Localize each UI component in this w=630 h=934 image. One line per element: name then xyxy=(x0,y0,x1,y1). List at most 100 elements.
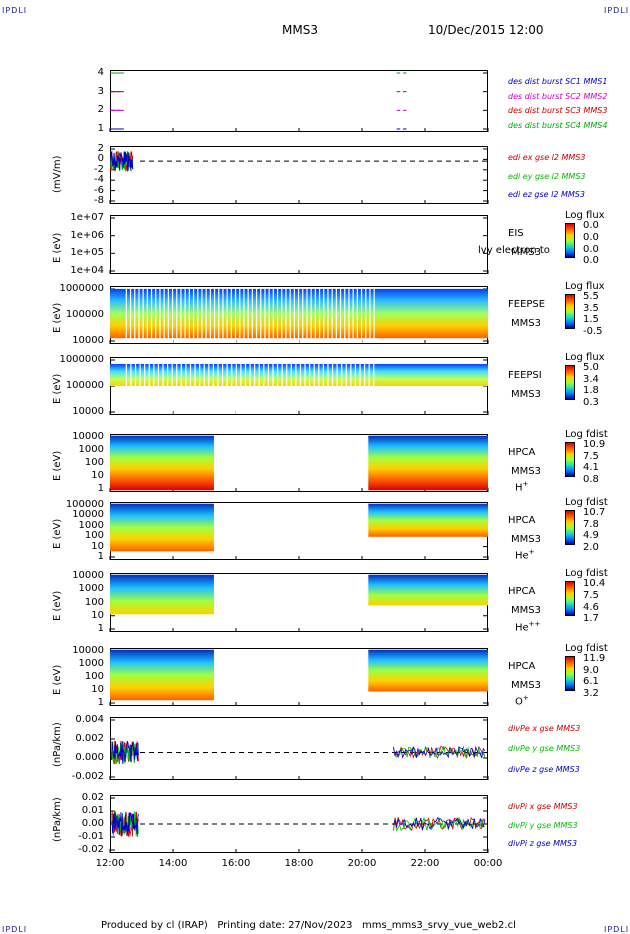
data-gap xyxy=(302,287,304,343)
spectrogram-fill xyxy=(368,574,488,606)
data-gap xyxy=(188,287,190,343)
data-gap xyxy=(272,287,274,343)
data-gap xyxy=(276,358,279,414)
y-tick-label: -6 xyxy=(94,184,104,196)
y-tick-label: 0.02 xyxy=(81,792,104,803)
data-gap xyxy=(218,287,220,343)
data-gap xyxy=(293,287,295,343)
edi-series xyxy=(110,150,134,172)
data-gap xyxy=(139,358,141,414)
data-gap xyxy=(327,287,329,343)
y-tick-label: 1e+06 xyxy=(70,229,104,241)
data-gap xyxy=(150,287,153,343)
data-gap xyxy=(344,287,346,343)
data-gap xyxy=(230,287,232,343)
legend-entry: divPi z gse MMS3 xyxy=(508,839,578,849)
data-gap xyxy=(359,358,361,414)
data-gap xyxy=(222,287,224,343)
data-gap xyxy=(138,287,140,343)
data-gap xyxy=(356,287,358,343)
data-gap xyxy=(352,287,354,343)
data-gap xyxy=(201,287,203,343)
overlay-text: lvy electron to xyxy=(478,244,550,256)
y-tick-label: 100000 xyxy=(65,309,104,320)
data-gap xyxy=(251,287,253,343)
y-tick-label: 1000 xyxy=(78,658,104,669)
footer-credit: Produced by cl (IRAP) Printing date: 27/… xyxy=(101,920,516,931)
data-gap xyxy=(129,287,132,343)
colorbar xyxy=(565,510,575,545)
colorbar xyxy=(565,581,575,617)
x-tick-label: 00:00 xyxy=(473,858,503,869)
colorbar-tick: 9.0 xyxy=(583,664,599,676)
y-tick-label: 0 xyxy=(97,153,104,165)
colorbar-tick: 1.7 xyxy=(583,613,599,625)
y-tick-label: 10000 xyxy=(72,570,104,581)
data-gap xyxy=(373,287,375,343)
data-gap xyxy=(335,287,337,343)
y-tick-label: -0.002 xyxy=(71,771,104,782)
legend-entry: edi ey gse l2 MMS3 xyxy=(508,171,586,181)
data-gap xyxy=(345,358,347,414)
data-gap xyxy=(264,287,266,343)
spectrogram-fill xyxy=(110,435,214,491)
data-gap xyxy=(244,358,247,414)
data-gap xyxy=(322,358,324,414)
data-gap xyxy=(180,358,182,414)
data-gap xyxy=(276,287,279,343)
data-gap xyxy=(290,358,292,414)
legend-entry: divPe y gse MMS3 xyxy=(508,744,581,754)
data-gap xyxy=(249,358,251,414)
colorbar xyxy=(565,223,575,259)
data-gap xyxy=(134,287,136,343)
colorbar xyxy=(565,294,575,329)
y-tick-label: 0.004 xyxy=(75,714,104,725)
legend-entry: divPi x gse MMS3 xyxy=(508,802,578,811)
divergence-series xyxy=(393,745,486,759)
data-gap xyxy=(299,358,302,414)
spectrogram-fill xyxy=(368,503,488,537)
legend-entry: des dist burst SC2 MMS2 xyxy=(508,91,608,101)
y-tick-label: 1 xyxy=(97,623,104,634)
data-gap xyxy=(365,287,367,343)
y-tick-label: 0.01 xyxy=(81,805,104,816)
data-gap xyxy=(306,287,308,343)
data-gap xyxy=(327,358,329,414)
data-gap xyxy=(212,358,215,414)
colorbar xyxy=(565,442,575,477)
y-tick-label: -2 xyxy=(94,163,104,175)
datetime-title: 10/Dec/2015 12:00 xyxy=(428,23,544,37)
species-name: He xyxy=(515,550,529,562)
data-gap xyxy=(142,287,144,343)
legend-entry: divPe x gse MMS3 xyxy=(508,724,581,733)
data-gap xyxy=(192,287,195,343)
y-tick-label: 0.002 xyxy=(75,733,104,744)
y-tick-label: 0.000 xyxy=(75,752,104,763)
y-tick-label: 10 xyxy=(91,540,104,552)
colorbar-tick: -0.5 xyxy=(583,325,603,337)
spacecraft-label: MMS3 xyxy=(511,388,541,400)
divergence-series xyxy=(111,740,139,764)
data-gap xyxy=(260,287,262,343)
data-gap xyxy=(217,358,219,414)
data-gap xyxy=(323,287,325,343)
colorbar-tick: 0.3 xyxy=(583,396,599,408)
data-gap xyxy=(125,358,127,414)
data-gap xyxy=(368,358,370,414)
y-tick-label: 0.00 xyxy=(81,818,104,829)
data-gap xyxy=(184,287,186,343)
spacecraft-label: MMS3 xyxy=(511,465,541,477)
data-gap xyxy=(295,358,297,414)
colorbar-tick: 10.7 xyxy=(583,507,606,518)
colorbar-tick: 0.8 xyxy=(583,473,599,485)
y-tick-label: 10000 xyxy=(72,645,104,656)
colorbar-tick: 5.5 xyxy=(583,291,599,302)
data-gap xyxy=(231,358,233,414)
y-tick-label: 4 xyxy=(97,67,104,78)
colorbar-tick: 0.0 xyxy=(583,231,599,243)
data-gap xyxy=(176,287,178,343)
data-gap xyxy=(180,287,182,343)
data-gap xyxy=(336,358,338,414)
colorbar-tick: 1.8 xyxy=(583,385,599,397)
y-tick-label: 100000 xyxy=(65,499,104,510)
